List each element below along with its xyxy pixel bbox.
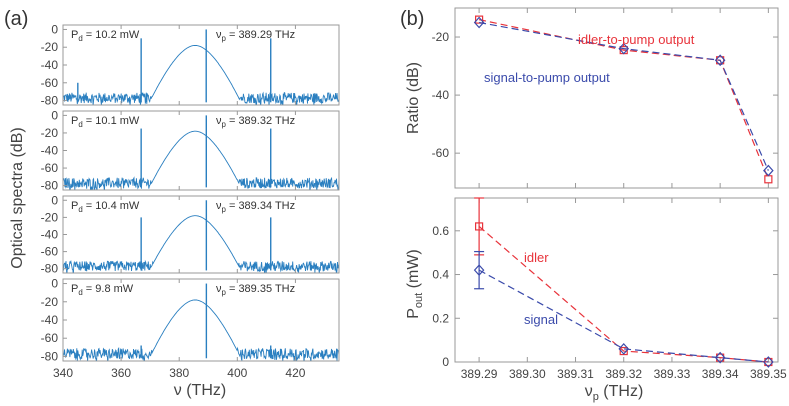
ratio-ytick-label: -20 xyxy=(432,30,450,44)
spectrum-xtick-label: 340 xyxy=(53,366,73,380)
pout-point-diamond xyxy=(618,342,630,355)
spectrum-subplot: 0 -20 -40 -60 -80 Pd = 9.8 mW νp = 389.35 THz xyxy=(41,277,340,363)
nu-pump-annotation: νp = 389.34 THz xyxy=(216,200,295,214)
spectrum-ytick-label: -20 xyxy=(41,40,59,54)
spectrum-ytick-label: 0 xyxy=(51,193,58,207)
ratio-point-diamond xyxy=(618,42,630,55)
spectrum-ytick-label: -80 xyxy=(41,349,59,363)
ratio-ytick-label: -40 xyxy=(432,88,450,102)
pout-panel: 0 0.2 0.4 0.6 389.29 389.30 389.31 389.32 389.33… xyxy=(432,197,787,381)
spectra-xlabel: ν (THz) xyxy=(174,382,226,399)
pout-xtick-label: 389.34 xyxy=(702,367,739,381)
pd-annotation: Pd = 10.4 mW xyxy=(71,200,140,214)
spectra-panel: 0 -20 -40 -60 -80 Pd = 10.2 mW νp = 389.29 THz… xyxy=(41,22,340,380)
pout-ytick-label: 0.2 xyxy=(432,311,449,325)
spectrum-ytick-label: -60 xyxy=(41,76,59,90)
spectrum-ytick-label: -20 xyxy=(41,295,59,309)
legend-idler: idler xyxy=(524,250,549,265)
spectrum-subplot: 0 -20 -40 -60 -80 Pd = 10.4 mW νp = 389.34 THz xyxy=(41,193,340,276)
pout-xtick-label: 389.35 xyxy=(750,367,787,381)
spectrum-ytick-label: 0 xyxy=(51,22,58,36)
spectrum-xtick-label: 400 xyxy=(227,366,247,380)
panel-label-b: (b) xyxy=(400,8,424,30)
ratio-point-square xyxy=(716,56,725,65)
pd-annotation: Pd = 9.8 mW xyxy=(71,283,134,297)
spectrum-xtick-label: 360 xyxy=(111,366,131,380)
spectrum-ytick-label: -20 xyxy=(41,210,59,224)
spectrum-ytick-label: 0 xyxy=(51,108,58,122)
spectrum-xtick-label: 420 xyxy=(285,366,305,380)
pout-xtick-label: 389.31 xyxy=(557,367,594,381)
spectrum-trace xyxy=(63,44,339,105)
spectrum-ytick-label: 0 xyxy=(51,277,58,291)
panel-label-a: (a) xyxy=(4,8,28,30)
spectrum-ytick-label: -40 xyxy=(41,58,59,72)
pout-series-line xyxy=(478,225,769,363)
spectrum-ytick-label: -40 xyxy=(41,228,59,242)
ratio-point-square xyxy=(764,175,773,184)
ratio-point-diamond xyxy=(473,16,485,29)
spectrum-ytick-label: -80 xyxy=(41,262,59,276)
ratio-ylabel: Ratio (dB) xyxy=(405,62,422,134)
pout-series-line xyxy=(478,269,769,363)
pout-ylabel: Pout (mW) xyxy=(405,249,425,319)
ratio-panel: -20 -40 -60 idler-to-pump output signal-to-p… xyxy=(432,7,779,189)
spectra-ylabel: Optical spectra (dB) xyxy=(9,127,26,268)
legend-signal: signal xyxy=(524,312,558,327)
pout-point-diamond xyxy=(714,351,726,364)
pd-annotation: Pd = 10.2 mW xyxy=(71,29,140,43)
pout-point-square xyxy=(764,357,773,367)
spectrum-ytick-label: -80 xyxy=(41,94,59,108)
spectrum-ytick-label: -60 xyxy=(41,331,59,345)
spectrum-trace xyxy=(63,215,339,273)
spectrum-subplot: 0 -20 -40 -60 -80 Pd = 10.2 mW νp = 389.29 THz xyxy=(41,22,340,108)
pout-ytick-label: 0 xyxy=(442,355,449,369)
pd-annotation: Pd = 10.1 mW xyxy=(71,115,140,129)
ratio-series-line xyxy=(478,19,769,180)
pout-xtick-label: 389.30 xyxy=(509,367,546,381)
pout-point-diamond xyxy=(473,264,485,277)
ratio-point-diamond xyxy=(714,54,726,67)
spectrum-subplot: 0 -20 -40 -60 -80 Pd = 10.1 mW νp = 389.32 THz xyxy=(41,108,340,193)
legend-signal-to-pump: signal-to-pump output xyxy=(484,70,610,85)
spectrum-ytick-label: -60 xyxy=(41,161,59,175)
pout-ytick-label: 0.4 xyxy=(432,268,449,282)
pout-ytick-label: 0.6 xyxy=(432,224,449,238)
pout-axes xyxy=(454,197,779,363)
spectrum-xtick-label: 380 xyxy=(169,366,189,380)
spectrum-ytick-label: -60 xyxy=(41,245,59,259)
spectrum-trace xyxy=(63,299,339,361)
legend-idler-to-pump: idler-to-pump output xyxy=(578,32,695,47)
spectrum-ytick-label: -40 xyxy=(41,313,59,327)
ratio-axes xyxy=(454,7,779,189)
ratio-ytick-label: -60 xyxy=(432,146,450,160)
nu-pump-annotation: νp = 389.29 THz xyxy=(216,29,295,43)
pout-point-square xyxy=(475,222,484,231)
pout-xlabel: νp (THz) xyxy=(585,383,644,403)
nu-pump-annotation: νp = 389.35 THz xyxy=(216,283,295,297)
spectrum-ytick-label: -40 xyxy=(41,144,59,158)
spectrum-ytick-label: -20 xyxy=(41,126,59,140)
nu-pump-annotation: νp = 389.32 THz xyxy=(216,115,295,129)
ratio-point-diamond xyxy=(763,164,774,177)
pout-point-diamond xyxy=(763,356,774,368)
spectrum-trace xyxy=(63,130,339,190)
pout-xtick-label: 389.29 xyxy=(461,367,498,381)
pout-xtick-label: 389.32 xyxy=(605,367,642,381)
pout-xtick-label: 389.33 xyxy=(654,367,691,381)
spectrum-ytick-label: -80 xyxy=(41,179,59,193)
